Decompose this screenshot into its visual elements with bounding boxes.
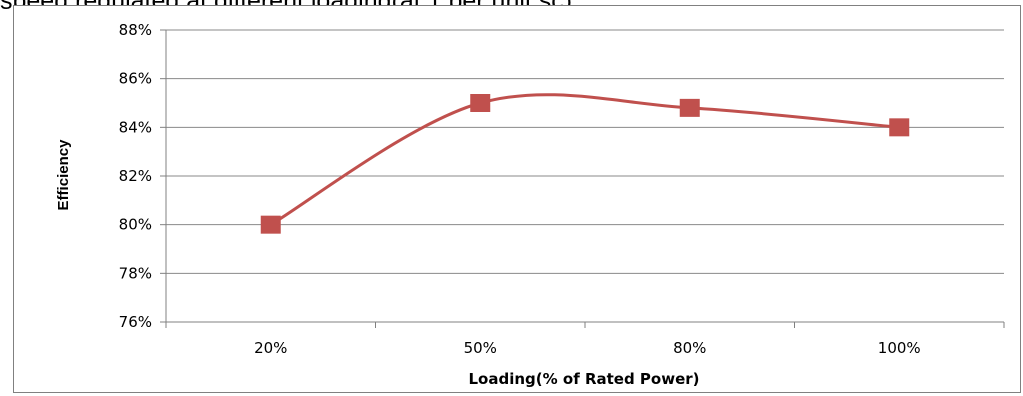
data-point-marker: [470, 94, 491, 112]
data-point-marker: [679, 98, 700, 117]
y-tick-label: 78%: [119, 264, 152, 282]
y-axis-label: Efficiency: [55, 139, 72, 211]
y-tick-label: 76%: [119, 313, 152, 331]
y-tick-label: 88%: [119, 21, 152, 39]
y-tick-label: 82%: [119, 167, 152, 185]
axes: [160, 29, 1005, 328]
data-point-marker: [260, 215, 281, 234]
series-layer: [260, 93, 910, 234]
x-axis-label: Loading(% of Rated Power): [469, 370, 700, 388]
x-tick-label: 50%: [464, 339, 497, 357]
x-tick-labels: 20% 50% 80% 100%: [254, 339, 921, 357]
data-point-marker: [889, 118, 910, 137]
y-tick-label: 84%: [119, 118, 152, 136]
x-tick-label: 80%: [673, 339, 706, 357]
series-line: [269, 93, 900, 226]
y-tick-label: 86%: [119, 70, 152, 88]
x-tick-label: 20%: [254, 339, 287, 357]
y-tick-labels: 76% 78% 80% 82% 84% 86% 88%: [119, 21, 152, 331]
x-tick-label: 100%: [878, 339, 921, 357]
chart-frame: [13, 5, 1021, 393]
grid-lines: [166, 29, 1004, 274]
y-tick-label: 80%: [119, 216, 152, 234]
